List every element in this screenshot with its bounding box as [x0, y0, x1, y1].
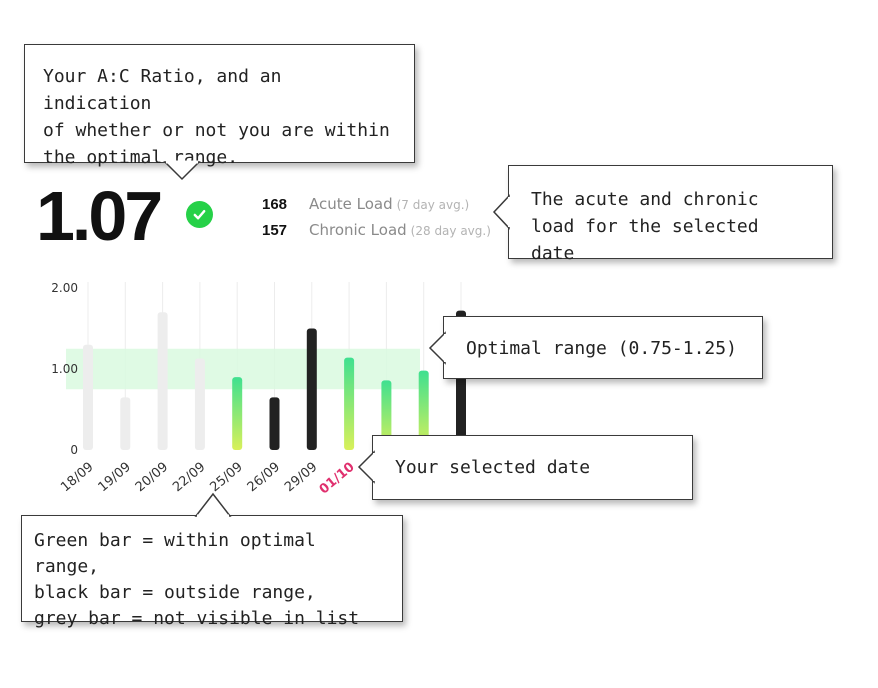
chronic-load-label: Chronic Load: [309, 221, 407, 239]
x-tick-label: 25/09: [207, 460, 245, 496]
y-tick-label: 1.00: [51, 362, 78, 376]
selected-date-label: 01/10: [317, 460, 358, 498]
bar-legend-callout: Green bar = within optimal range, black …: [21, 515, 403, 629]
chart-bar-green: [418, 370, 429, 450]
x-tick-label: 22/09: [170, 460, 208, 496]
chronic-load-note: (28 day avg.): [410, 224, 491, 238]
ratio-callout-tail: [163, 160, 201, 181]
legend-callout-line: Green bar = within optimal range,: [34, 530, 316, 577]
acute-load-note: (7 day avg.): [396, 198, 470, 212]
acr-bar-chart: 2.00 1.00 0 18/0919/0920/0922/0925/0926/092…: [51, 281, 466, 498]
chart-bar-grey: [120, 397, 131, 450]
x-tick-label: 26/09: [245, 460, 283, 496]
acute-load-value: 168: [262, 196, 288, 213]
selected-date-callout-tail: [357, 450, 376, 484]
load-callout: The acute and chronic load for the selec…: [508, 165, 833, 264]
acute-load-row: 168 Acute Load (7 day avg.): [262, 195, 469, 213]
x-tick-label: 19/09: [96, 460, 134, 496]
ratio-callout-line: of whether or not you are within: [43, 120, 390, 141]
ratio-callout-line: the optimal range.: [43, 147, 239, 168]
optimal-range-band: [66, 348, 420, 390]
chronic-load-row: 157 Chronic Load (28 day avg.): [262, 221, 491, 239]
x-tick-label: 18/09: [58, 460, 96, 496]
y-tick-label: 0: [70, 443, 78, 457]
chart-bar-green: [381, 380, 392, 450]
selected-date-callout-text: Your selected date: [395, 457, 591, 478]
optimal-range-callout-tail: [428, 331, 447, 365]
x-tick-label: 20/09: [133, 460, 171, 496]
chart-bar-grey: [194, 358, 205, 450]
chronic-load-value: 157: [262, 222, 288, 239]
load-callout-tail: [492, 194, 511, 230]
check-circle-icon: [186, 201, 213, 228]
ratio-callout: Your A:C Ratio, and an indication of whe…: [24, 44, 415, 168]
legend-callout-tail: [194, 492, 232, 518]
legend-callout-line: black bar = outside range,: [34, 582, 316, 603]
selected-date-callout: Your selected date: [372, 435, 693, 500]
optimal-range-callout-text: Optimal range (0.75-1.25): [466, 338, 737, 359]
ac-ratio-value: 1.07: [36, 177, 163, 255]
chart-bar-grey: [157, 312, 168, 450]
load-callout-line: load for the selected date: [531, 216, 759, 264]
legend-callout-line: grey bar = not visible in list: [34, 608, 360, 629]
acute-load-label: Acute Load: [309, 195, 393, 213]
chart-bar-green: [232, 377, 243, 450]
y-tick-label: 2.00: [51, 281, 78, 295]
ratio-callout-line: Your A:C Ratio, and an indication: [43, 66, 282, 114]
chart-bar-black: [269, 397, 280, 450]
optimal-range-callout: Optimal range (0.75-1.25): [443, 316, 763, 379]
load-callout-line: The acute and chronic: [531, 189, 759, 210]
chart-bar-grey: [83, 344, 93, 450]
chart-bar-green: [344, 357, 355, 450]
chart-bar-black: [306, 328, 317, 450]
x-tick-label: 29/09: [282, 460, 320, 496]
